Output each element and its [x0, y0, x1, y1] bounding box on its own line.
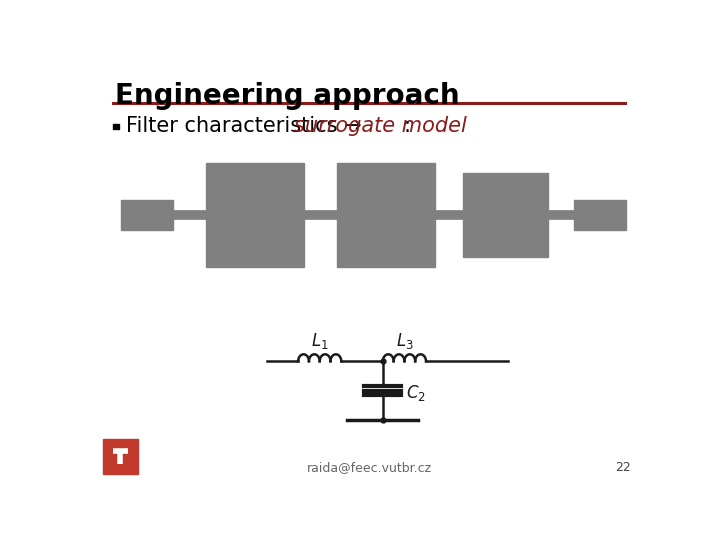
Bar [574, 200, 626, 231]
Text: :: : [404, 116, 410, 136]
Bar [102, 439, 138, 475]
Text: $L_1$: $L_1$ [311, 331, 328, 351]
Text: $L_3$: $L_3$ [395, 331, 413, 351]
Bar [121, 200, 174, 231]
Bar [206, 163, 305, 267]
Text: raida@feec.vutbr.cz: raida@feec.vutbr.cz [307, 462, 431, 475]
Bar [337, 163, 435, 267]
Text: 22: 22 [615, 462, 631, 475]
Text: $C_2$: $C_2$ [406, 383, 426, 403]
Bar [113, 124, 119, 130]
Text: Filter characteristics →: Filter characteristics → [126, 116, 368, 136]
Text: Engineering approach: Engineering approach [115, 82, 459, 110]
Text: surrogate model: surrogate model [294, 116, 467, 136]
Bar [463, 173, 548, 257]
